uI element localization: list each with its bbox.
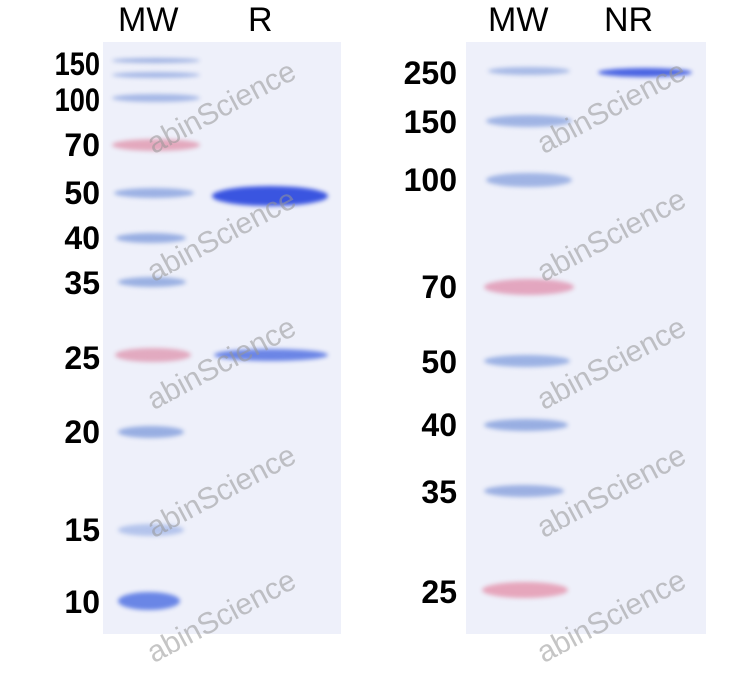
marker-label: 70 xyxy=(64,127,100,163)
gel-left xyxy=(103,42,341,634)
ladder-band xyxy=(116,233,186,243)
ladder-band xyxy=(484,485,564,497)
sample-band-r-heavy xyxy=(212,186,328,206)
gel-right xyxy=(466,42,706,634)
ladder-band xyxy=(118,592,180,610)
marker-label: 10 xyxy=(64,584,100,620)
marker-label: 15 xyxy=(64,512,100,548)
marker-label: 70 xyxy=(421,269,457,305)
marker-label: 150 xyxy=(54,46,100,82)
ladder-band xyxy=(112,94,200,102)
ladder-band xyxy=(118,277,186,287)
lane-label-mw-right: MW xyxy=(488,1,549,39)
ladder-band xyxy=(112,139,200,151)
marker-label: 35 xyxy=(64,265,100,301)
marker-label: 20 xyxy=(64,414,100,450)
lane-label-mw-left: MW xyxy=(118,1,179,39)
ladder-band xyxy=(112,58,200,63)
marker-label: 50 xyxy=(64,175,100,211)
ladder-band xyxy=(486,115,572,127)
marker-label: 35 xyxy=(421,474,457,510)
ladder-band xyxy=(114,188,194,198)
ladder-band xyxy=(488,67,570,75)
ladder-band xyxy=(115,348,191,362)
marker-label: 25 xyxy=(421,574,457,610)
sample-band-nr xyxy=(598,68,692,77)
ladder-band xyxy=(486,173,572,187)
ladder-band xyxy=(112,72,200,78)
lane-label-nr: NR xyxy=(604,1,654,39)
lane-label-r: R xyxy=(248,1,273,39)
marker-label: 150 xyxy=(403,104,457,140)
ladder-band xyxy=(482,582,568,598)
ladder-band xyxy=(118,524,184,536)
ladder-band xyxy=(484,279,574,295)
marker-label: 100 xyxy=(403,162,457,198)
marker-label: 250 xyxy=(403,55,457,91)
ladder-band xyxy=(118,426,184,438)
marker-label: 50 xyxy=(421,344,457,380)
ladder-band xyxy=(484,419,568,431)
marker-label: 40 xyxy=(64,220,100,256)
marker-label: 40 xyxy=(421,407,457,443)
marker-label: 25 xyxy=(64,340,100,376)
marker-label: 100 xyxy=(54,82,100,118)
ladder-band xyxy=(484,355,570,367)
sample-band-r-light xyxy=(214,349,328,361)
